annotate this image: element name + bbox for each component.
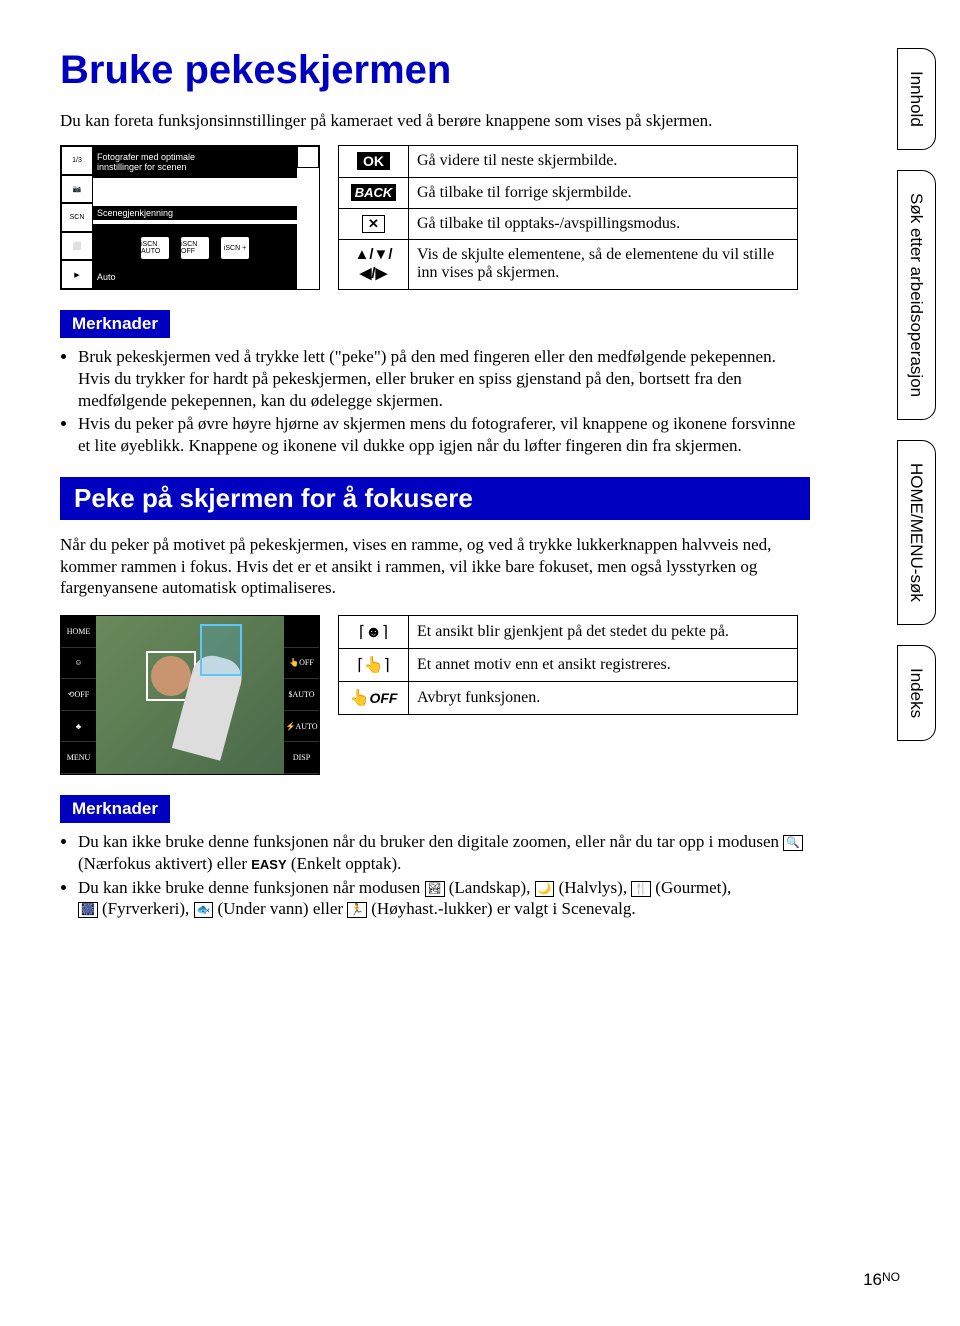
- face-detect-icon: ⌈☻⌉: [359, 624, 388, 641]
- table-row: OK Gå videre til neste skjermbilde.: [339, 146, 798, 178]
- twilight-icon: 🌙: [535, 881, 555, 897]
- macro-icon: 🔍: [783, 835, 803, 851]
- notes2-b-1: (Landskap),: [445, 878, 535, 897]
- cs1-left-a: 1/3: [61, 146, 93, 175]
- controls-table-2: ⌈☻⌉ Et ansikt blir gjenkjent på det sted…: [338, 615, 798, 715]
- arrow-keys-icon: ▲/▼/◀/▶: [354, 246, 392, 282]
- cs2-left-e: MENU: [61, 742, 96, 774]
- notes2-b-6: (Høyhast.-lukker) er valgt i Scenevalg.: [367, 899, 636, 918]
- cs1-left-d: ⬜: [61, 232, 93, 261]
- notes2-b-4: (Fyrverkeri),: [98, 899, 194, 918]
- table1-r4-desc: Vis de skjulte elementene, så de element…: [409, 240, 798, 290]
- camera-screen-illustration-2: HOME ☺ ⟲OFF ♣ MENU 👆OFF $AUTO ⚡AUTO DISP: [60, 615, 320, 775]
- camera-screen-illustration-1: 1/3 📷 SCN ⬜ ▶ Fotografer med optimale in…: [60, 145, 320, 290]
- tab-indeks[interactable]: Indeks: [897, 645, 936, 741]
- fireworks-icon: 🎆: [78, 902, 98, 918]
- tab-sok-etter[interactable]: Søk etter arbeidsoperasjon: [897, 170, 936, 420]
- notes2-b-3: (Gourmet),: [651, 878, 731, 897]
- notes2-b-2: (Halvlys),: [554, 878, 631, 897]
- section-para: Når du peker på motivet på pekeskjermen,…: [60, 534, 810, 599]
- section-header: Peke på skjermen for å fokusere: [60, 477, 810, 520]
- cs2-right-d: ⚡AUTO: [284, 711, 319, 743]
- cs1-top-line1: Fotografer med optimale: [97, 152, 293, 162]
- cs2-right-e: DISP: [284, 742, 319, 774]
- cs2-left-a: HOME: [61, 616, 96, 648]
- cs1-top-line2: innstillinger for scenen: [97, 162, 293, 172]
- table1-r2-desc: Gå tilbake til forrige skjermbilde.: [409, 178, 798, 209]
- list-item: Du kan ikke bruke denne funksjonen når d…: [78, 831, 810, 875]
- object-detect-icon: ⌈👆⌉: [357, 657, 389, 674]
- gourmet-icon: 🍴: [631, 881, 651, 897]
- cs1-left-c: SCN: [61, 203, 93, 232]
- table-row: ✕ Gå tilbake til opptaks-/avspillingsmod…: [339, 209, 798, 240]
- close-x-icon: ✕: [362, 215, 385, 233]
- table-row: ▲/▼/◀/▶ Vis de skjulte elementene, så de…: [339, 240, 798, 290]
- cs2-left-b: ☺: [61, 648, 96, 680]
- underwater-icon: 🐟: [194, 902, 214, 918]
- cs2-right-a: [284, 616, 319, 648]
- list-item: Du kan ikke bruke denne funksjonen når m…: [78, 877, 810, 921]
- cs2-photo-area: [96, 616, 284, 774]
- easy-mode-icon: EASY: [251, 857, 286, 872]
- page-number-value: 16: [863, 1270, 882, 1289]
- table1-r1-desc: Gå videre til neste skjermbilde.: [409, 146, 798, 178]
- table-row: ⌈👆⌉ Et annet motiv enn et ansikt registr…: [339, 649, 798, 682]
- notes2-b-pre: Du kan ikke bruke denne funksjonen når m…: [78, 878, 425, 897]
- tab-home-menu[interactable]: HOME/MENU-søk: [897, 440, 936, 625]
- notes2-a-pre: Du kan ikke bruke denne funksjonen når d…: [78, 832, 783, 851]
- cs2-left-c: ⟲OFF: [61, 679, 96, 711]
- side-nav-tabs: Innhold Søk etter arbeidsoperasjon HOME/…: [897, 48, 936, 741]
- list-item: Hvis du peker på øvre høyre hjørne av sk…: [78, 413, 810, 457]
- cs1-left-e: ▶: [61, 260, 93, 289]
- close-icon: ✕: [297, 146, 319, 168]
- cs1-icon-c: iSCN +: [221, 237, 249, 259]
- page-title: Bruke pekeskjermen: [60, 48, 810, 93]
- page-number: 16NO: [863, 1270, 900, 1290]
- hispeed-shutter-icon: 🏃: [347, 902, 367, 918]
- list-item: Bruk pekeskjermen ved å trykke lett ("pe…: [78, 346, 810, 411]
- cs2-right-c: $AUTO: [284, 679, 319, 711]
- touch-off-icon: 👆OFF: [350, 690, 398, 707]
- notes-list-1: Bruk pekeskjermen ved å trykke lett ("pe…: [60, 346, 810, 457]
- notes-header-2: Merknader: [60, 795, 170, 823]
- table-row: 👆OFF Avbryt funksjonen.: [339, 682, 798, 715]
- notes-list-2: Du kan ikke bruke denne funksjonen når d…: [60, 831, 810, 920]
- notes2-a-post: (Enkelt opptak).: [291, 854, 401, 873]
- cs2-right-b: 👆OFF: [284, 648, 319, 680]
- table-row: ⌈☻⌉ Et ansikt blir gjenkjent på det sted…: [339, 616, 798, 649]
- cs1-icon-a: iSCN AUTO: [141, 237, 169, 259]
- notes2-b-5: (Under vann) eller: [213, 899, 347, 918]
- cs1-bottom: Auto: [93, 270, 297, 289]
- notes2-a-mid: (Nærfokus aktivert) eller: [78, 854, 251, 873]
- table2-r2-desc: Et annet motiv enn et ansikt registreres…: [409, 649, 798, 682]
- cs2-left-d: ♣: [61, 711, 96, 743]
- cs1-section: Scenegjenkjenning: [93, 206, 297, 220]
- cs1-icon-b: iSCN OFF: [181, 237, 209, 259]
- table-row: BACK Gå tilbake til forrige skjermbilde.: [339, 178, 798, 209]
- table2-r3-desc: Avbryt funksjonen.: [409, 682, 798, 715]
- ok-icon: OK: [357, 152, 390, 170]
- table1-r3-desc: Gå tilbake til opptaks-/avspillingsmodus…: [409, 209, 798, 240]
- controls-table-1: OK Gå videre til neste skjermbilde. BACK…: [338, 145, 798, 290]
- tab-innhold[interactable]: Innhold: [897, 48, 936, 150]
- notes-header-1: Merknader: [60, 310, 170, 338]
- touch-target-box: [200, 624, 242, 676]
- cs1-left-b: 📷: [61, 175, 93, 204]
- landscape-icon: 🏞: [425, 881, 445, 897]
- page-number-suffix: NO: [882, 1270, 900, 1284]
- intro-text: Du kan foreta funksjonsinnstillinger på …: [60, 111, 810, 131]
- back-icon: BACK: [351, 184, 397, 201]
- table2-r1-desc: Et ansikt blir gjenkjent på det stedet d…: [409, 616, 798, 649]
